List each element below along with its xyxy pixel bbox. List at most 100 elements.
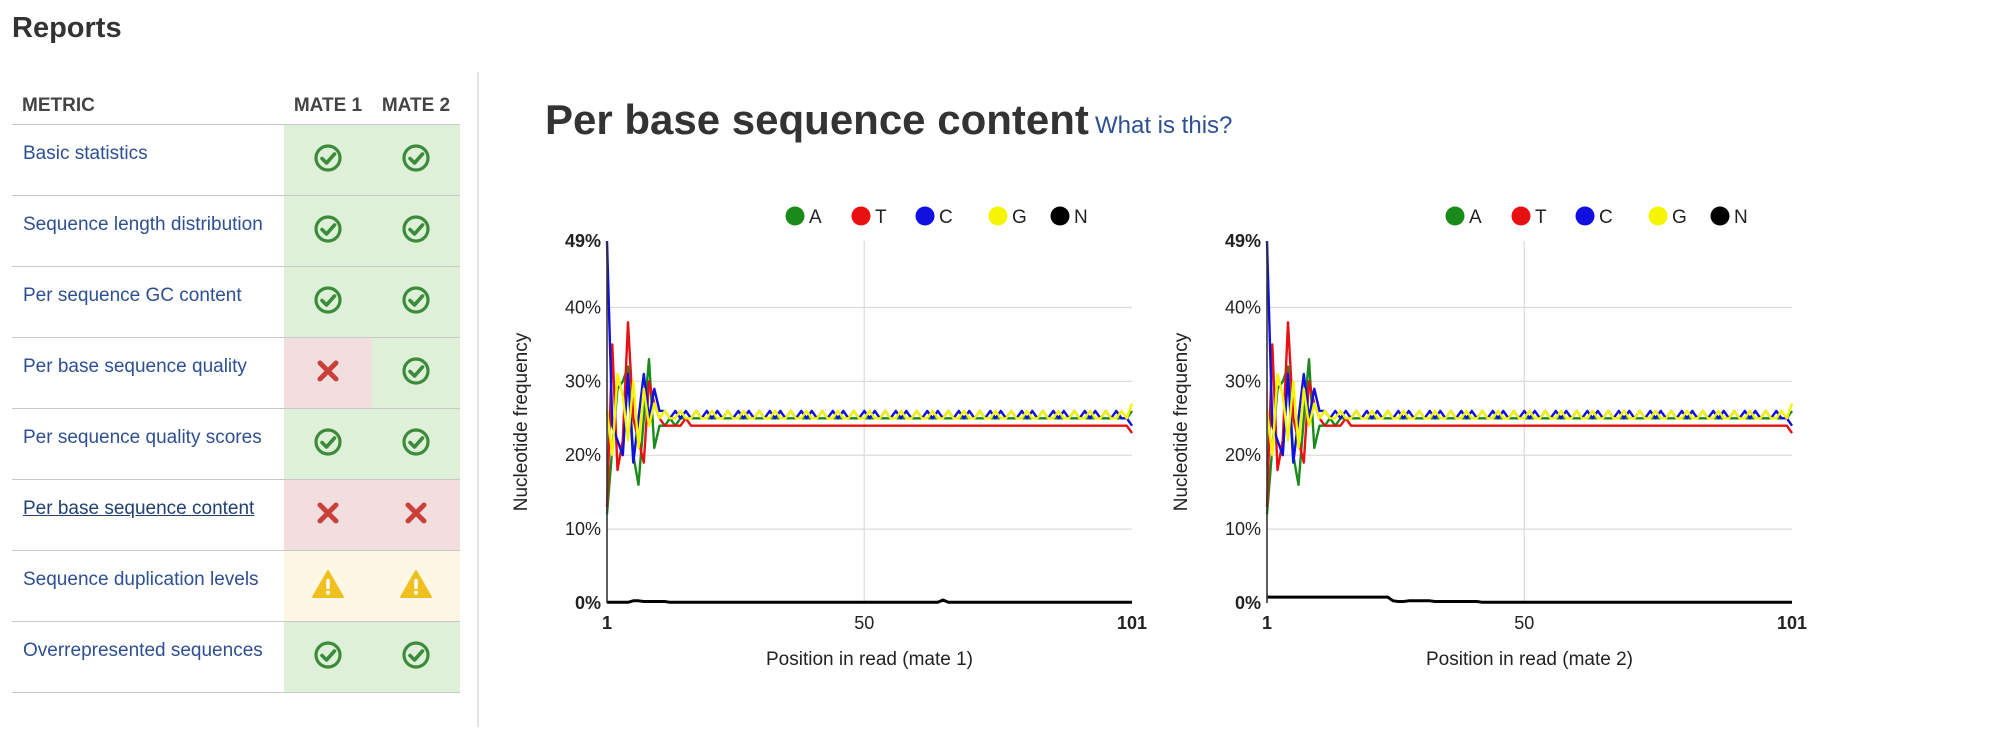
check-circle-icon <box>401 640 431 675</box>
metric-row: Per base sequence quality <box>12 338 460 409</box>
metric-row: Per sequence quality scores <box>12 409 460 480</box>
legend-swatch <box>1050 206 1070 226</box>
cross-icon <box>315 358 341 389</box>
legend-swatch <box>1511 206 1531 226</box>
legend-label: N <box>1074 207 1088 228</box>
mate2-status-cell <box>372 622 460 692</box>
legend-label: C <box>939 207 953 228</box>
x-tick-label: 1 <box>1262 613 1272 633</box>
y-tick-label: 40% <box>1225 297 1261 317</box>
legend-item: N <box>1710 206 1748 228</box>
metrics-table-header: METRIC MATE 1 MATE 2 <box>12 93 460 125</box>
x-tick-label: 101 <box>1117 613 1147 633</box>
metric-link[interactable]: Sequence duplication levels <box>23 569 259 590</box>
series-line-n <box>1267 595 1792 604</box>
check-circle-icon <box>313 214 343 249</box>
legend-label: C <box>1599 207 1613 228</box>
x-tick-label: 101 <box>1777 613 1807 633</box>
cross-icon <box>315 500 341 531</box>
metric-row: Overrepresented sequences <box>12 622 460 693</box>
series-line-c <box>1265 240 1793 464</box>
legend-label: T <box>1535 207 1547 228</box>
metric-link[interactable]: Basic statistics <box>23 143 148 164</box>
mate1-status-cell <box>284 409 372 479</box>
legend-label: A <box>1469 207 1482 228</box>
legend-swatch <box>1710 206 1730 226</box>
check-circle-icon <box>313 285 343 320</box>
legend-item: G <box>988 206 1027 228</box>
series-line-g <box>605 372 1134 457</box>
panel-title: Per base sequence content <box>545 96 1089 143</box>
metric-column-header: METRIC <box>22 95 95 116</box>
what-is-this-link[interactable]: What is this? <box>1095 112 1233 139</box>
mate1-status-cell <box>284 551 372 621</box>
metric-link[interactable]: Per base sequence quality <box>23 356 247 377</box>
warning-triangle-icon <box>399 569 433 604</box>
legend-item: T <box>1511 206 1547 228</box>
mate1-column-header: MATE 1 <box>293 95 363 116</box>
legend-swatch <box>1648 206 1668 226</box>
x-tick-label: 1 <box>602 613 612 633</box>
mate2-status-cell <box>372 196 460 266</box>
mate2-sequence-content-chart: A T C G N 0% 10% 20% 30% 40% 49% 1 50 101 Position in … <box>1165 200 1865 680</box>
metric-row: Basic statistics <box>12 125 460 196</box>
legend-swatch <box>785 206 805 226</box>
y-tick-label: 20% <box>565 445 601 465</box>
mate1-status-cell <box>284 622 372 692</box>
panel-divider <box>477 72 479 727</box>
y-axis-title: Nucleotide frequency <box>1171 332 1192 511</box>
mate2-status-cell <box>372 267 460 337</box>
chart-svg: A T C G N 0% 10% 20% 30% 40% 49% 1 50 101 Position in … <box>1171 206 1807 670</box>
legend-swatch <box>851 206 871 226</box>
x-axis-title: Position in read (mate 1) <box>766 649 973 670</box>
legend-swatch <box>1575 206 1595 226</box>
series-line-a <box>605 358 1133 515</box>
y-tick-label: 30% <box>565 371 601 391</box>
metric-link[interactable]: Per sequence quality scores <box>23 427 262 448</box>
legend-label: T <box>875 207 887 228</box>
series-line-t <box>605 321 1133 508</box>
mate1-status-cell <box>284 196 372 266</box>
legend-label: A <box>809 207 822 228</box>
metrics-table: METRIC MATE 1 MATE 2 Basic statistics Seq… <box>12 93 460 693</box>
metric-link[interactable]: Sequence length distribution <box>23 214 263 235</box>
mate2-status-cell <box>372 338 460 408</box>
x-tick-label: 50 <box>854 613 874 633</box>
legend-label: N <box>1734 207 1748 228</box>
mate2-status-cell <box>372 125 460 195</box>
mate1-status-cell <box>284 267 372 337</box>
check-circle-icon <box>401 143 431 178</box>
chart-svg: A T C G N 0% 10% 20% 30% 40% 49% 1 50 101 Position in … <box>511 206 1147 670</box>
mate2-column-header: MATE 2 <box>381 95 451 116</box>
legend-item: T <box>851 206 887 228</box>
y-tick-label: 49% <box>1225 231 1261 251</box>
series-line-c <box>605 240 1133 464</box>
check-circle-icon <box>401 285 431 320</box>
mate1-status-cell <box>284 338 372 408</box>
y-axis-title: Nucleotide frequency <box>511 332 532 511</box>
legend-item: C <box>915 206 953 228</box>
metrics-table-body: Basic statistics Sequence length distribu… <box>12 125 460 693</box>
legend-swatch <box>988 206 1008 226</box>
metric-row: Sequence duplication levels <box>12 551 460 622</box>
mate2-status-cell <box>372 551 460 621</box>
metric-link[interactable]: Overrepresented sequences <box>23 640 263 661</box>
metric-link[interactable]: Per sequence GC content <box>23 285 242 306</box>
series-line-a <box>1265 358 1793 515</box>
mate1-sequence-content-chart: A T C G N 0% 10% 20% 30% 40% 49% 1 50 101 Position in … <box>505 200 1205 680</box>
y-tick-label: 30% <box>1225 371 1261 391</box>
legend-item: G <box>1648 206 1687 228</box>
y-tick-label: 20% <box>1225 445 1261 465</box>
series-line-n <box>607 598 1132 604</box>
check-circle-icon <box>313 640 343 675</box>
metric-row: Per base sequence content <box>12 480 460 551</box>
metric-link[interactable]: Per base sequence content <box>23 498 255 519</box>
y-tick-label: 0% <box>575 593 601 613</box>
y-tick-label: 49% <box>565 231 601 251</box>
y-tick-label: 0% <box>1235 593 1261 613</box>
page-title: Reports <box>12 12 122 44</box>
metric-row: Sequence length distribution <box>12 196 460 267</box>
warning-triangle-icon <box>311 569 345 604</box>
check-circle-icon <box>401 427 431 462</box>
mate2-status-cell <box>372 480 460 550</box>
